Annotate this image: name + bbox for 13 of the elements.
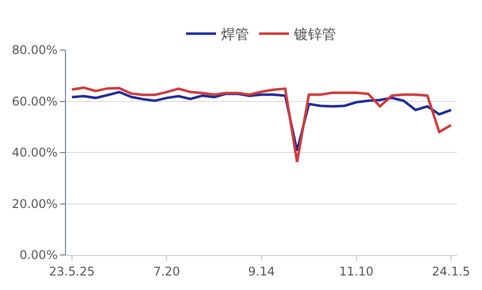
x-tick-label: 9.14 xyxy=(248,264,275,278)
legend-label: 镀锌管 xyxy=(293,27,336,44)
x-tick-label: 7.20 xyxy=(153,264,180,278)
y-tick-label: 20.00% xyxy=(12,196,58,211)
legend-label: 焊管 xyxy=(221,27,249,44)
x-tick-label: 24.1.5 xyxy=(432,264,470,278)
y-tick-label: 40.00% xyxy=(12,146,58,160)
y-tick-label: 0.00% xyxy=(19,248,58,262)
y-tick-label: 80.00% xyxy=(12,43,58,58)
y-tick-label: 60.00% xyxy=(12,94,58,108)
line-series xyxy=(70,86,452,164)
x-tick-label: 23.5.25 xyxy=(49,264,95,278)
x-tick-label: 11.10 xyxy=(339,264,374,278)
